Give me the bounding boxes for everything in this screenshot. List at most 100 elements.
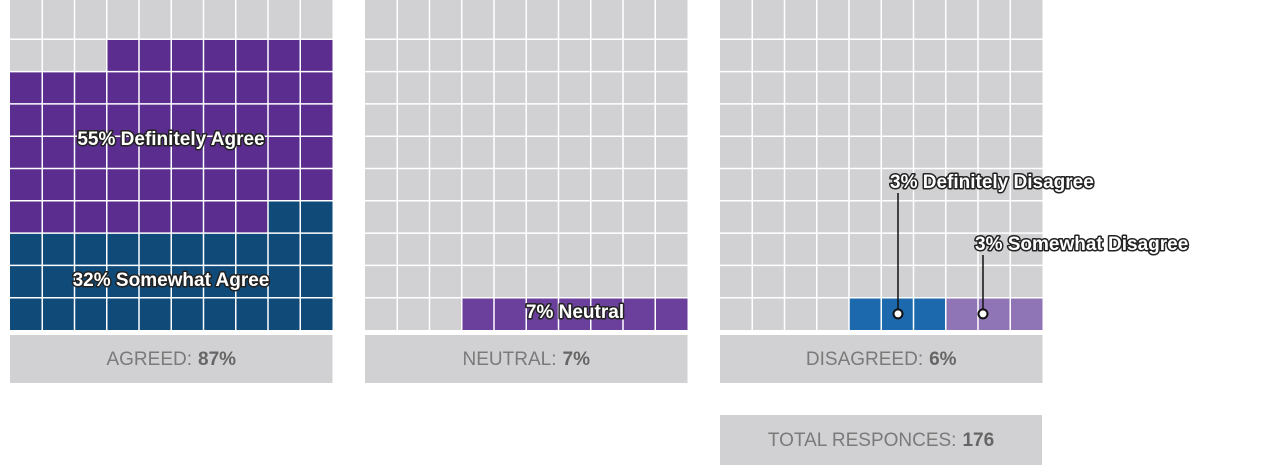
waffle-cell [235,39,268,72]
waffle-cell [203,136,236,169]
summary-box [10,335,333,383]
waffle-cell [42,200,75,234]
waffle-cell [203,265,236,298]
waffle-cell [268,71,301,104]
waffle-cell [235,168,268,201]
waffle-cell [623,297,656,330]
waffle-cell [203,39,236,72]
waffle-cell [10,71,43,104]
waffle-cell [10,233,43,266]
waffle-cell [139,136,172,169]
waffle-cell [913,297,946,330]
waffle-cell [203,297,236,330]
waffle-cell [203,103,236,137]
waffle-cell [42,265,75,298]
waffle-cell [494,297,527,330]
waffle-cell [268,39,301,72]
segment-label: 55% Definitely Agree [77,129,264,150]
waffle-cell [235,71,268,104]
waffle-cell [203,200,236,234]
waffle-cell [139,71,172,104]
waffle-cell [74,136,107,169]
waffle-cell [106,71,139,104]
waffle-cell [590,297,623,330]
waffle-cell [10,297,43,330]
total-value: 176 [962,430,994,451]
waffle-cell [74,71,107,104]
waffle-cell [42,168,75,201]
waffle-cell [171,103,204,137]
segment-label: 32% Somewhat Agree [73,270,270,291]
waffle-cell [526,297,559,330]
waffle-cell [558,297,591,330]
waffle-cell [171,168,204,201]
waffle-cell [300,265,333,298]
waffle-cell [235,233,268,266]
waffle-cell [106,103,139,137]
waffle-cell [139,200,172,234]
waffle-cell [655,297,688,330]
waffle-cell [74,103,107,137]
waffle-cell [10,136,43,169]
waffle-cell [74,233,107,266]
waffle-cell [42,233,75,266]
waffle-cell [268,200,301,234]
summary-label: NEUTRAL: [463,349,557,370]
summary-text: NEUTRAL: 7% [463,349,591,370]
waffle-cell [171,39,204,72]
waffle-cell [106,265,139,298]
waffle-cell [171,136,204,169]
summary-box [365,335,688,383]
waffle-cell [10,265,43,298]
waffle-cell [268,103,301,137]
waffle-cell [10,168,43,201]
summary-value: 7% [563,349,591,370]
waffle-cell [74,297,107,330]
waffle-cell [171,265,204,298]
waffle-cell [268,265,301,298]
waffle-cell [235,200,268,234]
waffle-cell [74,200,107,234]
waffle-cell [139,265,172,298]
waffle-segment [10,200,333,330]
waffle-cell [1010,297,1043,330]
waffle-cell [106,136,139,169]
waffle-cell [300,297,333,330]
waffle-cell [171,297,204,330]
waffle-cell [203,233,236,266]
waffle-cell [74,168,107,201]
waffle-segment [945,297,1043,330]
waffle-cell [300,200,333,234]
summary-text: DISAGREED: 6% [806,349,957,370]
waffle-cell [268,297,301,330]
waffle-cell [139,168,172,201]
segment-label: 3% Somewhat Disagree [975,234,1188,255]
waffle-cell [300,168,333,201]
waffle-cell [139,233,172,266]
waffle-cell [203,168,236,201]
waffle-cell [235,265,268,298]
total-label: TOTAL RESPONCES: [768,430,957,451]
waffle-cell [139,297,172,330]
waffle-segment [461,297,688,330]
waffle-cell [74,265,107,298]
waffle-cell [42,136,75,169]
waffle-cell [203,71,236,104]
waffle-cell [235,297,268,330]
waffle-cell [268,136,301,169]
waffle-cell [171,233,204,266]
leader-dot [977,308,989,320]
waffle-cell [300,71,333,104]
waffle-cell [106,39,139,72]
waffle-cell [10,200,43,234]
segment-label: 7% Neutral [526,302,624,323]
waffle-cell [42,71,75,104]
waffle-cell [171,71,204,104]
summary-value: 6% [929,349,957,370]
summary-text: AGREED: 87% [106,349,236,370]
summary-label: DISAGREED: [806,349,923,370]
waffle-cell [106,168,139,201]
summary-box [720,335,1043,383]
